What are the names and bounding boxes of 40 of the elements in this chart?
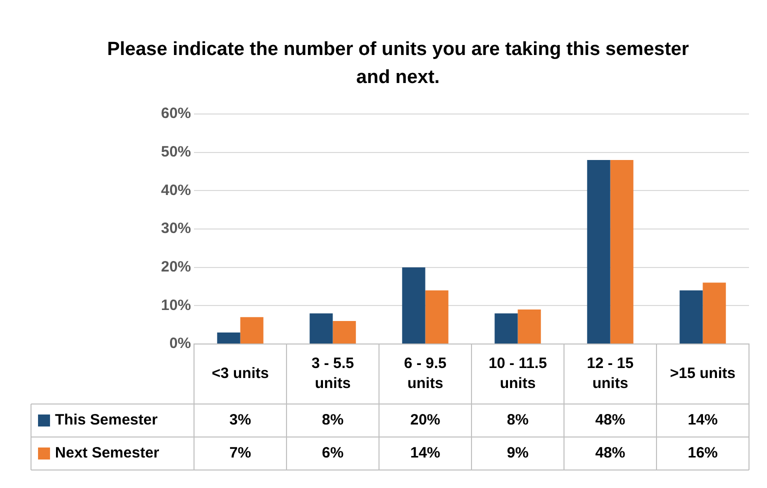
bar — [587, 160, 610, 344]
bar — [680, 290, 703, 344]
bar — [217, 332, 240, 344]
data-label: 6% — [322, 444, 344, 462]
bar — [402, 267, 426, 344]
data-label: 7% — [229, 444, 252, 462]
x-tick-label: 6 - 9.5 units — [404, 355, 447, 392]
chart-title: Please indicate the number of units you are taking this semester and next. — [106, 38, 690, 90]
bar — [310, 313, 333, 344]
y-tick-label: 40% — [160, 182, 192, 199]
y-tick-label: 0% — [169, 335, 192, 352]
bar — [240, 317, 264, 344]
x-tick-label: <3 units — [212, 365, 269, 382]
data-label: 8% — [506, 412, 529, 429]
x-tick-label: 12 - 15 units — [586, 355, 634, 392]
y-tick-label: 50% — [160, 143, 192, 160]
data-label: 48% — [595, 444, 626, 462]
data-label: 14% — [688, 412, 718, 429]
data-label: 16% — [688, 444, 718, 462]
legend-label: Next Semester — [55, 444, 160, 462]
data-label: 20% — [410, 412, 440, 429]
y-tick-label: 60% — [160, 105, 192, 122]
data-label: 14% — [410, 444, 440, 462]
bar — [610, 160, 634, 344]
bar — [518, 310, 541, 344]
y-tick-label: 30% — [160, 220, 192, 238]
y-tick-label: 10% — [160, 296, 192, 314]
bar — [332, 321, 356, 344]
x-tick-label: >15 units — [670, 365, 736, 382]
data-label: 8% — [322, 412, 344, 429]
bar — [494, 313, 518, 344]
bar — [425, 290, 448, 344]
x-tick-label: 10 - 11.5 units — [488, 355, 547, 392]
data-label: 9% — [506, 444, 529, 462]
data-label: 48% — [595, 412, 626, 429]
y-tick-label: 20% — [160, 258, 192, 276]
legend-label: This Semester — [55, 412, 158, 429]
bar — [702, 282, 726, 344]
data-label: 3% — [229, 412, 252, 429]
x-tick-label: 3 - 5.5 units — [312, 355, 354, 392]
